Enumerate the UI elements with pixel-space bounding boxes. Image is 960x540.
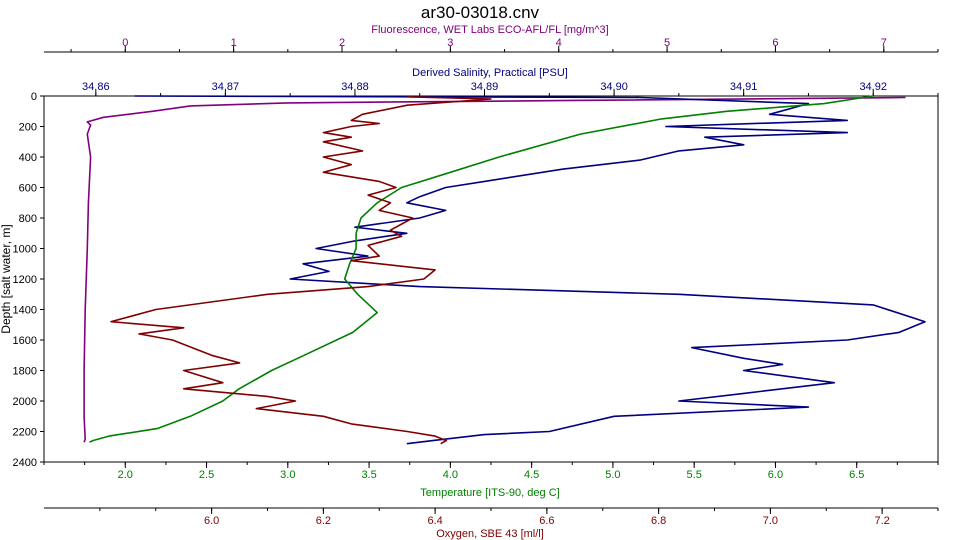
fluorescence-series-line: [83, 96, 906, 443]
temperature-tick-label: 5.0: [605, 469, 620, 481]
temperature-tick-label: 2.0: [118, 469, 133, 481]
salinity-tick-label: 34.86: [82, 81, 110, 93]
y-tick-label: 200: [19, 122, 37, 134]
y-tick-label: 1400: [13, 305, 37, 317]
y-tick-label: 600: [19, 183, 37, 195]
fluorescence-tick-label: 4: [556, 37, 562, 49]
temperature-tick-label: 6.5: [849, 469, 864, 481]
temperature-series-line: [89, 95, 874, 443]
salinity-tick-label: 34.87: [212, 81, 240, 93]
y-tick-label: 2400: [13, 457, 37, 469]
salinity-tick-label: 34.89: [471, 81, 499, 93]
fluorescence-tick-label: 1: [231, 37, 237, 49]
fluorescence-tick-label: 6: [772, 37, 778, 49]
fluorescence-tick-label: 7: [881, 37, 887, 49]
oxygen-tick-label: 6.4: [427, 515, 442, 527]
temperature-axis-label: Temperature [ITS-90, deg C]: [420, 487, 559, 499]
y-tick-label: 1200: [13, 274, 37, 286]
oxygen-tick-label: 6.0: [204, 515, 219, 527]
series-layer: [83, 95, 926, 445]
y-tick-label: 800: [19, 213, 37, 225]
axes-layer: 0 200 400 600 800 1000 1200 1400 1600 1800 2000 220…: [13, 37, 939, 527]
oxygen-tick-label: 6.6: [539, 515, 554, 527]
label-layer: Depth [salt water, m] Fluorescence, WET …: [0, 24, 609, 540]
y-tick-label: 0: [31, 91, 37, 103]
salinity-tick-label: 34.91: [730, 81, 758, 93]
y-tick-label: 400: [19, 152, 37, 164]
y-tick-label: 2200: [13, 427, 37, 439]
salinity-tick-label: 34.90: [600, 81, 628, 93]
temperature-tick-label: 2.5: [199, 469, 214, 481]
oxygen-tick-label: 6.8: [651, 515, 666, 527]
temperature-tick-label: 5.5: [687, 469, 702, 481]
temperature-tick-label: 3.0: [280, 469, 295, 481]
salinity-tick-label: 34.92: [859, 81, 887, 93]
y-axis-label: Depth [salt water, m]: [0, 224, 13, 333]
oxygen-tick-label: 7.0: [763, 515, 778, 527]
temperature-tick-label: 3.5: [361, 469, 376, 481]
chart-title: ar30-03018.cnv: [421, 3, 540, 22]
oxygen-series-line: [110, 96, 492, 445]
salinity-tick-label: 34.88: [341, 81, 369, 93]
temperature-tick-label: 4.5: [524, 469, 539, 481]
salinity-series-line: [134, 95, 926, 445]
fluorescence-tick-label: 5: [664, 37, 670, 49]
y-tick-label: 2000: [13, 396, 37, 408]
y-tick-label: 1000: [13, 244, 37, 256]
temperature-tick-label: 4.0: [443, 469, 458, 481]
oxygen-tick-label: 6.2: [316, 515, 331, 527]
oxygen-tick-label: 7.2: [874, 515, 889, 527]
temperature-tick-label: 6.0: [768, 469, 783, 481]
oxygen-axis-label: Oxygen, SBE 43 [ml/l]: [436, 528, 544, 540]
fluorescence-axis-label: Fluorescence, WET Labs ECO-AFL/FL [mg/m^…: [371, 24, 608, 36]
salinity-axis-label: Derived Salinity, Practical [PSU]: [412, 67, 568, 79]
fluorescence-tick-label: 3: [447, 37, 453, 49]
y-tick-label: 1600: [13, 335, 37, 347]
fluorescence-tick-label: 2: [339, 37, 345, 49]
y-tick-label: 1800: [13, 366, 37, 378]
fluorescence-tick-label: 0: [122, 37, 128, 49]
